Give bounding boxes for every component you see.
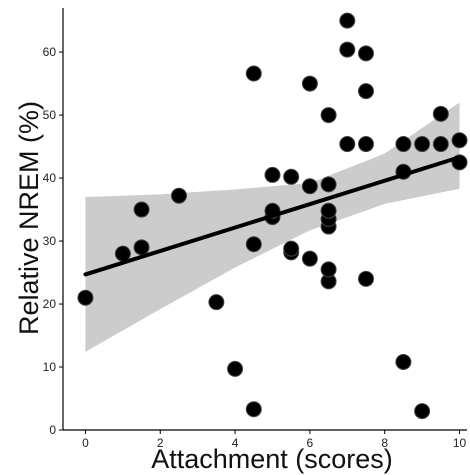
data-point xyxy=(320,202,337,219)
y-tick-label: 60 xyxy=(43,45,57,59)
x-tick-label: 4 xyxy=(232,436,239,450)
y-tick-label: 30 xyxy=(43,234,57,248)
data-point xyxy=(283,168,300,185)
data-point xyxy=(414,403,431,420)
data-point xyxy=(283,240,300,257)
x-axis-title: Attachment (scores) xyxy=(151,444,393,474)
data-point xyxy=(339,12,356,29)
data-point xyxy=(114,245,131,262)
regression-line-layer xyxy=(83,155,462,277)
x-tick-label: 6 xyxy=(307,436,314,450)
y-tick-label: 50 xyxy=(43,108,57,122)
confidence-band-layer xyxy=(85,102,460,352)
data-point xyxy=(245,401,262,418)
y-tick-label: 0 xyxy=(49,423,56,437)
data-point xyxy=(264,166,281,183)
x-tick-label: 0 xyxy=(82,436,89,450)
y-tick-label: 40 xyxy=(43,171,57,185)
data-point xyxy=(358,45,374,62)
data-point xyxy=(414,136,431,153)
data-point xyxy=(320,107,337,124)
data-point xyxy=(77,289,94,306)
x-tick-label: 2 xyxy=(157,436,164,450)
data-point xyxy=(170,187,187,204)
data-point xyxy=(358,136,374,153)
confidence-band xyxy=(85,102,460,352)
data-point xyxy=(133,239,150,256)
axes-layer: 0 2 4 6 8 10 0 10 20 30 40 50 60 xyxy=(43,8,467,450)
data-point xyxy=(395,353,412,370)
data-point xyxy=(227,360,244,377)
data-point xyxy=(358,270,374,287)
data-point xyxy=(358,83,374,100)
data-point xyxy=(133,201,150,218)
x-tick-label: 8 xyxy=(381,436,388,450)
data-point xyxy=(301,178,318,195)
x-tick-label: 10 xyxy=(453,436,467,450)
data-point xyxy=(208,294,225,311)
data-point xyxy=(339,136,356,153)
data-point xyxy=(395,136,412,153)
data-points-layer xyxy=(77,12,468,420)
regression-line xyxy=(83,155,462,277)
data-point xyxy=(320,261,337,278)
y-axis-title: Relative NREM (%) xyxy=(14,101,44,335)
data-point xyxy=(245,65,262,82)
data-point xyxy=(301,250,318,267)
data-point xyxy=(432,105,449,122)
data-point xyxy=(320,176,337,193)
data-point xyxy=(451,132,468,149)
data-point xyxy=(245,236,262,253)
data-point xyxy=(432,136,449,153)
data-point xyxy=(301,75,318,92)
y-tick-label: 20 xyxy=(43,297,57,311)
y-tick-label: 10 xyxy=(43,360,57,374)
data-point xyxy=(339,41,356,58)
